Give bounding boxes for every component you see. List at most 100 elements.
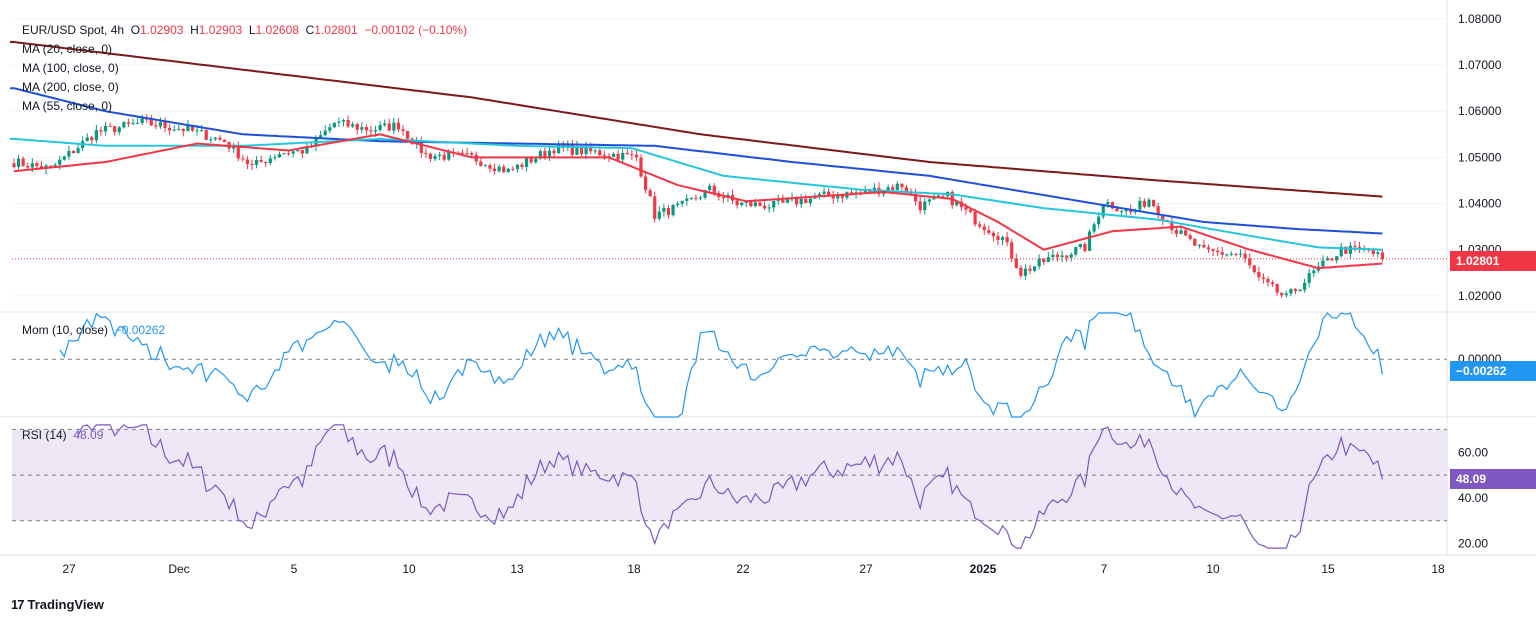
candle bbox=[296, 150, 300, 152]
candle bbox=[840, 195, 844, 198]
candle bbox=[685, 198, 689, 201]
candle bbox=[1092, 224, 1096, 232]
candle bbox=[369, 130, 373, 132]
candle bbox=[1238, 253, 1243, 255]
candle bbox=[534, 158, 538, 163]
candle bbox=[1321, 260, 1325, 267]
rsi-line bbox=[77, 424, 1383, 549]
candle bbox=[520, 164, 524, 167]
candle bbox=[392, 122, 396, 131]
candle bbox=[1257, 271, 1261, 278]
candle bbox=[593, 150, 597, 152]
candle bbox=[12, 163, 16, 168]
mom-legend[interactable]: Mom (10, close) −0.00262 bbox=[22, 321, 165, 340]
candle bbox=[1046, 257, 1050, 263]
candle bbox=[749, 201, 753, 207]
candle bbox=[277, 154, 282, 158]
candle bbox=[1074, 247, 1078, 255]
candle bbox=[103, 125, 108, 132]
candle bbox=[1119, 211, 1124, 213]
candle bbox=[762, 205, 767, 209]
candle bbox=[543, 151, 547, 157]
candle bbox=[355, 124, 359, 130]
candle bbox=[460, 152, 465, 154]
candle bbox=[1087, 231, 1092, 251]
candle bbox=[625, 152, 629, 155]
candle bbox=[497, 166, 501, 172]
price-tick-label: 1.04000 bbox=[1458, 197, 1502, 211]
time-tick-label: 10 bbox=[402, 562, 416, 576]
ma55-legend[interactable]: MA (55, close, 0) bbox=[22, 97, 112, 116]
candle bbox=[1060, 255, 1064, 258]
candle bbox=[991, 232, 996, 237]
candle bbox=[332, 122, 336, 128]
candle bbox=[492, 168, 497, 172]
candle bbox=[1289, 289, 1293, 294]
open-value: 1.02903 bbox=[140, 23, 184, 37]
time-tick-label: 7 bbox=[1101, 562, 1108, 576]
candle bbox=[744, 201, 748, 203]
candle bbox=[1161, 214, 1165, 221]
candle bbox=[1284, 293, 1288, 296]
candle bbox=[67, 150, 71, 157]
candle bbox=[1270, 282, 1275, 284]
candle bbox=[378, 125, 382, 131]
candle bbox=[634, 154, 639, 158]
candle bbox=[1293, 289, 1298, 292]
ma20-label: MA (20, close, 0) bbox=[22, 42, 113, 56]
low-value: 1.02608 bbox=[255, 23, 299, 37]
price-legend: EUR/USD Spot, 4h O1.02903 H1.02903 L1.02… bbox=[22, 21, 467, 40]
tradingview-logo[interactable]: 17 TradingView bbox=[11, 597, 104, 612]
candle bbox=[53, 164, 57, 167]
candle bbox=[424, 152, 428, 154]
candle bbox=[383, 123, 387, 126]
candle bbox=[58, 159, 62, 165]
ma20-legend[interactable]: MA (20, close, 0) bbox=[22, 40, 112, 59]
candle bbox=[1142, 200, 1147, 207]
time-tick-label: 10 bbox=[1206, 562, 1220, 576]
candle bbox=[186, 125, 190, 132]
ma100-label: MA (100, close, 0) bbox=[22, 61, 119, 75]
candle bbox=[323, 130, 327, 136]
candle bbox=[447, 151, 451, 160]
price-tick-label: 1.08000 bbox=[1458, 12, 1502, 26]
candle bbox=[575, 146, 579, 155]
candle bbox=[1298, 289, 1302, 292]
time-tick-label: Dec bbox=[168, 562, 189, 576]
candle bbox=[904, 187, 909, 193]
candle bbox=[767, 207, 771, 209]
ma200-legend[interactable]: MA (200, close, 0) bbox=[22, 78, 119, 97]
candle bbox=[1335, 256, 1339, 261]
candle bbox=[1147, 199, 1151, 207]
rsi-legend[interactable]: RSI (14) 48.09 bbox=[22, 426, 103, 445]
candle bbox=[822, 191, 826, 194]
ma100-legend[interactable]: MA (100, close, 0) bbox=[22, 59, 119, 78]
candle bbox=[923, 201, 927, 211]
candle bbox=[1202, 244, 1206, 248]
candle bbox=[964, 207, 968, 210]
candle bbox=[1151, 199, 1156, 207]
candle bbox=[1211, 249, 1215, 251]
candle bbox=[973, 211, 977, 225]
candle bbox=[113, 126, 117, 133]
candle bbox=[236, 145, 240, 159]
candle bbox=[209, 139, 213, 141]
candle bbox=[1380, 252, 1385, 259]
candle bbox=[190, 125, 195, 131]
ma55-label: MA (55, close, 0) bbox=[22, 99, 113, 113]
candle bbox=[836, 195, 840, 199]
symbol-label: EUR/USD Spot, 4h bbox=[22, 23, 125, 37]
candle bbox=[268, 158, 272, 164]
candle bbox=[1014, 258, 1018, 268]
candle bbox=[676, 203, 680, 206]
candle bbox=[1115, 208, 1119, 212]
open-label: O bbox=[130, 23, 141, 37]
low-label: L bbox=[248, 23, 256, 37]
candle bbox=[168, 127, 172, 131]
candle bbox=[506, 168, 510, 173]
close-label: C bbox=[305, 23, 315, 37]
candle bbox=[1220, 252, 1224, 255]
time-tick-label: 18 bbox=[627, 562, 641, 576]
candle bbox=[1101, 204, 1105, 217]
